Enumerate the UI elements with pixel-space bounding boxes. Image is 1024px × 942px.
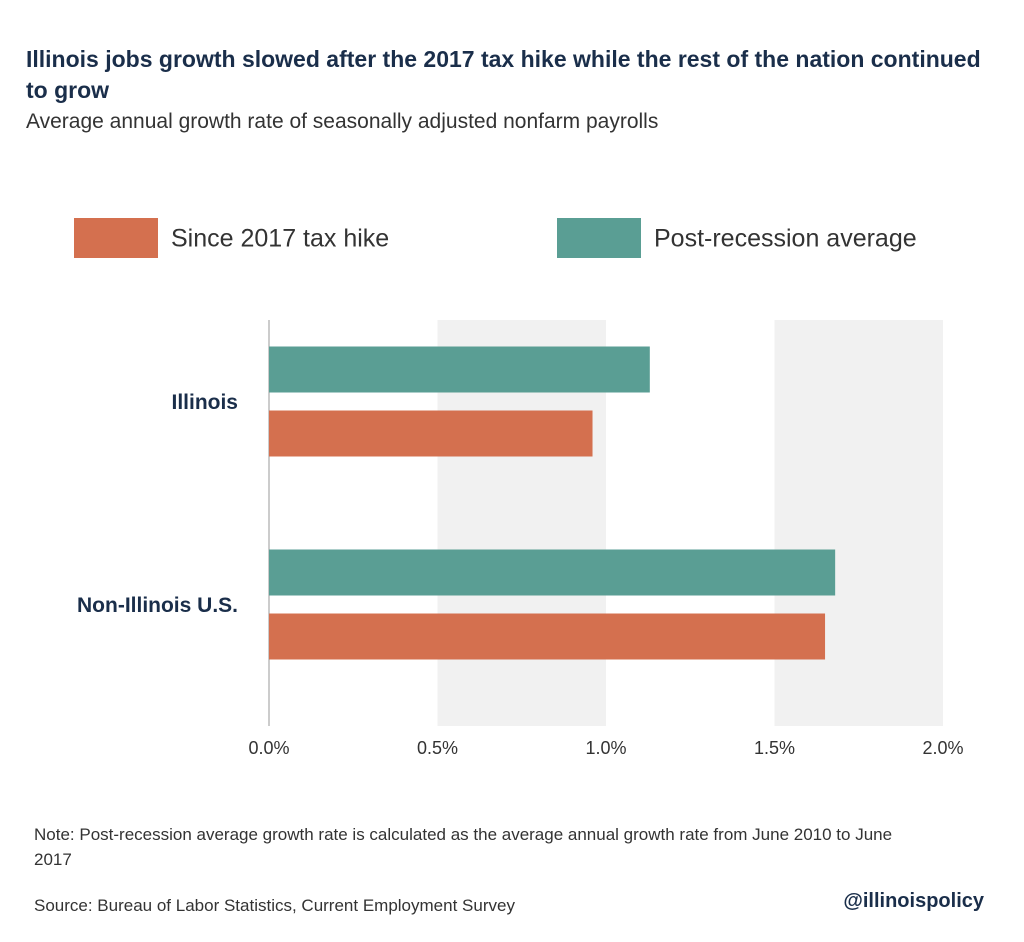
- legend-label: Since 2017 tax hike: [171, 225, 389, 253]
- legend-swatch: [74, 218, 158, 258]
- chart-subtitle: Average annual growth rate of seasonally…: [26, 110, 659, 133]
- legend-swatch: [557, 218, 641, 258]
- y-tick-label: Non-Illinois U.S.: [77, 594, 238, 617]
- y-tick-label: Illinois: [171, 391, 238, 414]
- credit: @illinoispolicy: [843, 890, 984, 912]
- x-tick-label: 0.5%: [417, 738, 458, 758]
- source: Source: Bureau of Labor Statistics, Curr…: [34, 896, 515, 915]
- x-tick-label: 1.0%: [585, 738, 626, 758]
- legend-label: Post-recession average: [654, 225, 917, 253]
- bar: [269, 410, 593, 457]
- bar: [269, 346, 650, 393]
- x-tick-label: 2.0%: [922, 738, 963, 758]
- grid-band: [774, 320, 943, 726]
- chart-title: Illinois jobs growth slowed after the 20…: [26, 46, 981, 103]
- x-tick-label: 0.0%: [248, 738, 289, 758]
- x-tick-label: 1.5%: [754, 738, 795, 758]
- bar: [269, 613, 826, 660]
- note: Note: Post-recession average growth rate…: [34, 825, 893, 869]
- bar: [269, 549, 836, 596]
